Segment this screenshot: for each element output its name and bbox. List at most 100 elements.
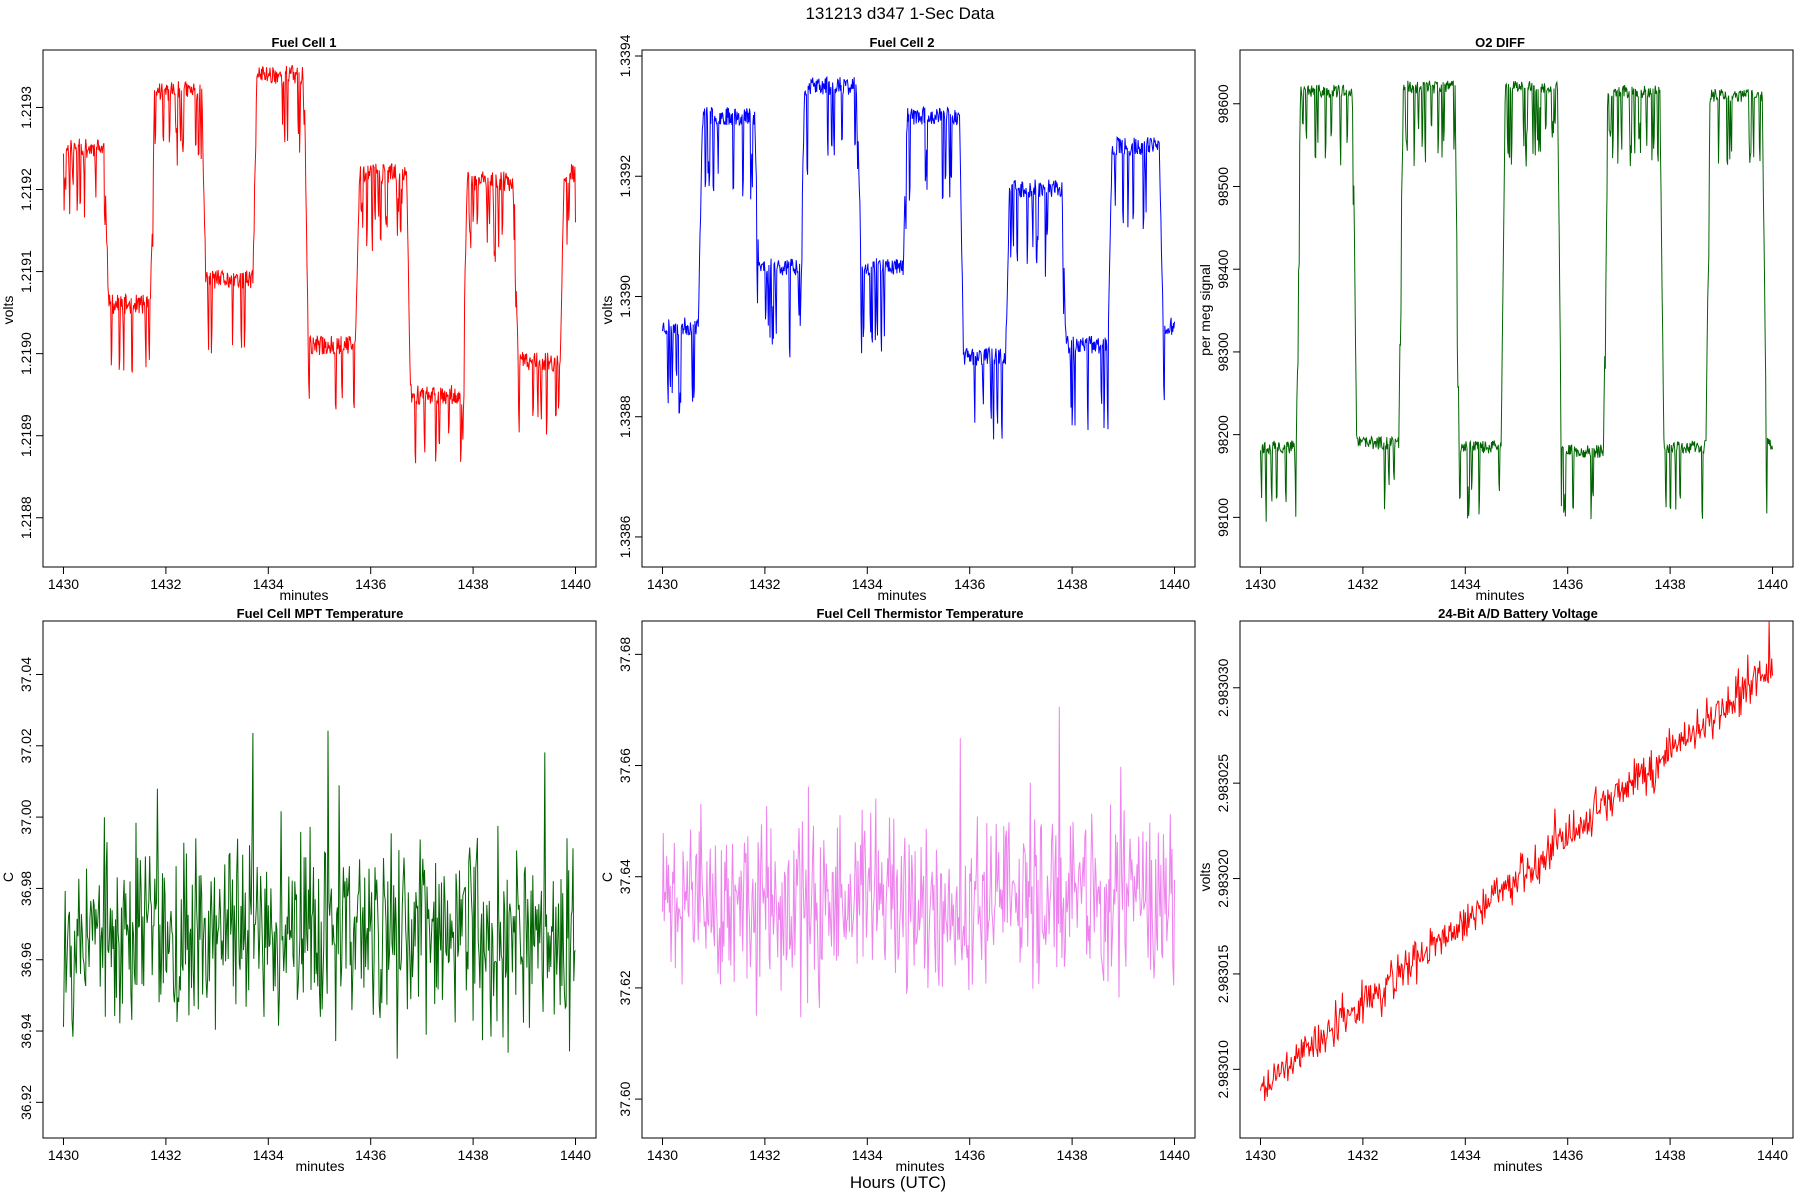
plot-frame [42,620,597,1139]
x-tick-label: 1432 [150,1147,181,1163]
y-tick-label: 98500 [1215,167,1231,206]
plot-frame [1239,620,1794,1139]
x-tick-label: 1434 [253,576,284,592]
y-axis-label: volts [0,296,16,325]
x-tick-label: 1430 [647,1147,678,1163]
x-axis-label: minutes [877,587,926,603]
x-tick-label: 1436 [954,576,985,592]
x-tick-label: 1438 [1057,576,1088,592]
panel-title: Fuel Cell 2 [869,35,934,50]
y-tick-label: 98400 [1215,250,1231,289]
plot-frame [641,620,1196,1139]
panel-title: Fuel Cell 1 [271,35,336,50]
panel-o2-diff: O2 DIFF minutes per meg signal 1430 1432 1… [1197,35,1794,603]
x-tick-label: 1438 [1655,576,1686,592]
y-tick-label: 1.2191 [18,250,34,293]
x-tick-label: 1432 [1347,576,1378,592]
y-tick-label: 37.62 [617,970,633,1005]
y-tick-label: 98600 [1215,84,1231,123]
y-tick-label: 1.2192 [18,168,34,211]
figure-footer-label: Hours (UTC) [850,1173,946,1192]
y-tick-label: 1.2188 [18,496,34,539]
y-axis-label: C [0,872,16,882]
x-tick-label: 1438 [458,1147,489,1163]
y-tick-label: 37.04 [18,657,34,692]
y-axis-label: C [599,872,615,882]
y-tick-label: 36.92 [18,1085,34,1120]
y-tick-label: 1.3386 [617,515,633,558]
y-tick-label: 1.2190 [18,332,34,375]
y-tick-label: 2.983015 [1215,945,1231,1004]
series-line [1260,620,1773,1101]
panel-fuel-cell-mpt-temperature: Fuel Cell MPT Temperature minutes C 1430… [0,606,597,1174]
panel-title: Fuel Cell MPT Temperature [237,606,404,621]
x-tick-label: 1436 [355,576,386,592]
series-line [1260,80,1773,522]
panel-title: O2 DIFF [1475,35,1525,50]
x-axis-label: minutes [1493,1158,1542,1174]
x-tick-label: 1434 [253,1147,284,1163]
plot-frame [42,49,597,568]
x-tick-label: 1430 [48,1147,79,1163]
x-tick-label: 1440 [1159,576,1190,592]
x-tick-label: 1436 [1552,1147,1583,1163]
y-tick-label: 36.98 [18,871,34,906]
x-axis-label: minutes [1475,587,1524,603]
x-tick-label: 1430 [647,576,678,592]
panel-fuel-cell-2: Fuel Cell 2 minutes volts 1430 1432 1434 14… [599,34,1196,603]
series-line [63,730,576,1059]
y-tick-label: 98300 [1215,332,1231,371]
x-tick-label: 1432 [150,576,181,592]
y-tick-label: 1.3394 [617,34,633,77]
series-line [63,64,576,464]
y-tick-label: 2.983030 [1215,658,1231,717]
plot-frame [641,49,1196,568]
x-tick-label: 1432 [1347,1147,1378,1163]
y-tick-label: 2.983025 [1215,754,1231,813]
x-tick-label: 1434 [1450,1147,1481,1163]
x-axis-label: minutes [279,587,328,603]
y-tick-label: 37.60 [617,1081,633,1116]
y-axis-label: volts [1197,863,1213,892]
y-tick-label: 98200 [1215,415,1231,454]
x-tick-label: 1430 [1245,576,1276,592]
x-tick-label: 1436 [355,1147,386,1163]
x-tick-label: 1440 [560,576,591,592]
x-tick-label: 1440 [1757,576,1788,592]
y-axis-label: volts [599,296,615,325]
y-tick-label: 37.02 [18,728,34,763]
y-tick-label: 2.983010 [1215,1040,1231,1099]
y-tick-label: 36.96 [18,942,34,977]
y-tick-label: 98100 [1215,498,1231,537]
x-tick-label: 1434 [852,576,883,592]
x-tick-label: 1440 [1757,1147,1788,1163]
y-tick-label: 1.3390 [617,275,633,318]
y-tick-label: 1.3388 [617,395,633,438]
y-axis-label: per meg signal [1197,264,1213,356]
y-tick-label: 36.94 [18,1013,34,1048]
x-tick-label: 1430 [48,576,79,592]
y-tick-label: 2.983020 [1215,849,1231,908]
x-axis-label: minutes [295,1158,344,1174]
x-tick-label: 1438 [458,576,489,592]
x-axis-label: minutes [895,1158,944,1174]
panel-fuel-cell-thermistor-temperature: Fuel Cell Thermistor Temperature minutes… [599,606,1196,1174]
x-tick-label: 1434 [1450,576,1481,592]
x-tick-label: 1432 [749,1147,780,1163]
y-tick-label: 1.2189 [18,414,34,457]
panel-title: 24-Bit A/D Battery Voltage [1438,606,1598,621]
y-tick-label: 37.64 [617,859,633,894]
y-tick-label: 37.00 [18,799,34,834]
panel-title: Fuel Cell Thermistor Temperature [816,606,1023,621]
panel-fuel-cell-1: Fuel Cell 1 minutes volts 1430 1432 1434 14… [0,35,597,603]
series-line [662,706,1175,1018]
x-tick-label: 1438 [1057,1147,1088,1163]
x-tick-label: 1436 [1552,576,1583,592]
x-tick-label: 1432 [749,576,780,592]
y-tick-label: 37.66 [617,748,633,783]
y-tick-label: 1.2193 [18,86,34,129]
figure-title: 131213 d347 1-Sec Data [805,4,995,23]
panel-24bit-ad-battery-voltage: 24-Bit A/D Battery Voltage minutes volts… [1197,606,1794,1174]
y-tick-label: 37.68 [617,637,633,672]
x-tick-label: 1430 [1245,1147,1276,1163]
